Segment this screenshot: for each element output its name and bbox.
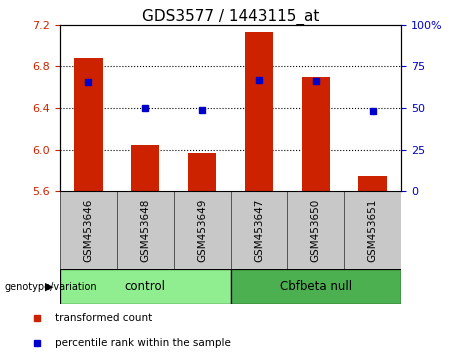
Text: GSM453648: GSM453648 [140, 198, 150, 262]
Bar [60, 191, 117, 269]
Text: Cbfbeta null: Cbfbeta null [280, 280, 352, 293]
Bar [344, 191, 401, 269]
Text: GSM453646: GSM453646 [83, 198, 94, 262]
Text: transformed count: transformed count [55, 313, 153, 323]
Text: GSM453650: GSM453650 [311, 199, 321, 262]
Text: percentile rank within the sample: percentile rank within the sample [55, 338, 231, 348]
Bar [74, 58, 102, 191]
Bar [358, 176, 387, 191]
Bar [117, 191, 174, 269]
Text: GSM453647: GSM453647 [254, 198, 264, 262]
Bar [245, 32, 273, 191]
Text: GSM453649: GSM453649 [197, 198, 207, 262]
Text: GSM453651: GSM453651 [367, 198, 378, 262]
Bar [301, 77, 330, 191]
Bar [230, 269, 401, 304]
Bar [174, 191, 230, 269]
Bar [131, 145, 160, 191]
Text: control: control [125, 280, 165, 293]
Bar [230, 191, 287, 269]
Bar [60, 269, 230, 304]
Text: genotype/variation: genotype/variation [5, 282, 97, 292]
Bar [287, 191, 344, 269]
Title: GDS3577 / 1443115_at: GDS3577 / 1443115_at [142, 8, 319, 25]
Bar [188, 153, 216, 191]
Text: ▶: ▶ [45, 282, 53, 292]
